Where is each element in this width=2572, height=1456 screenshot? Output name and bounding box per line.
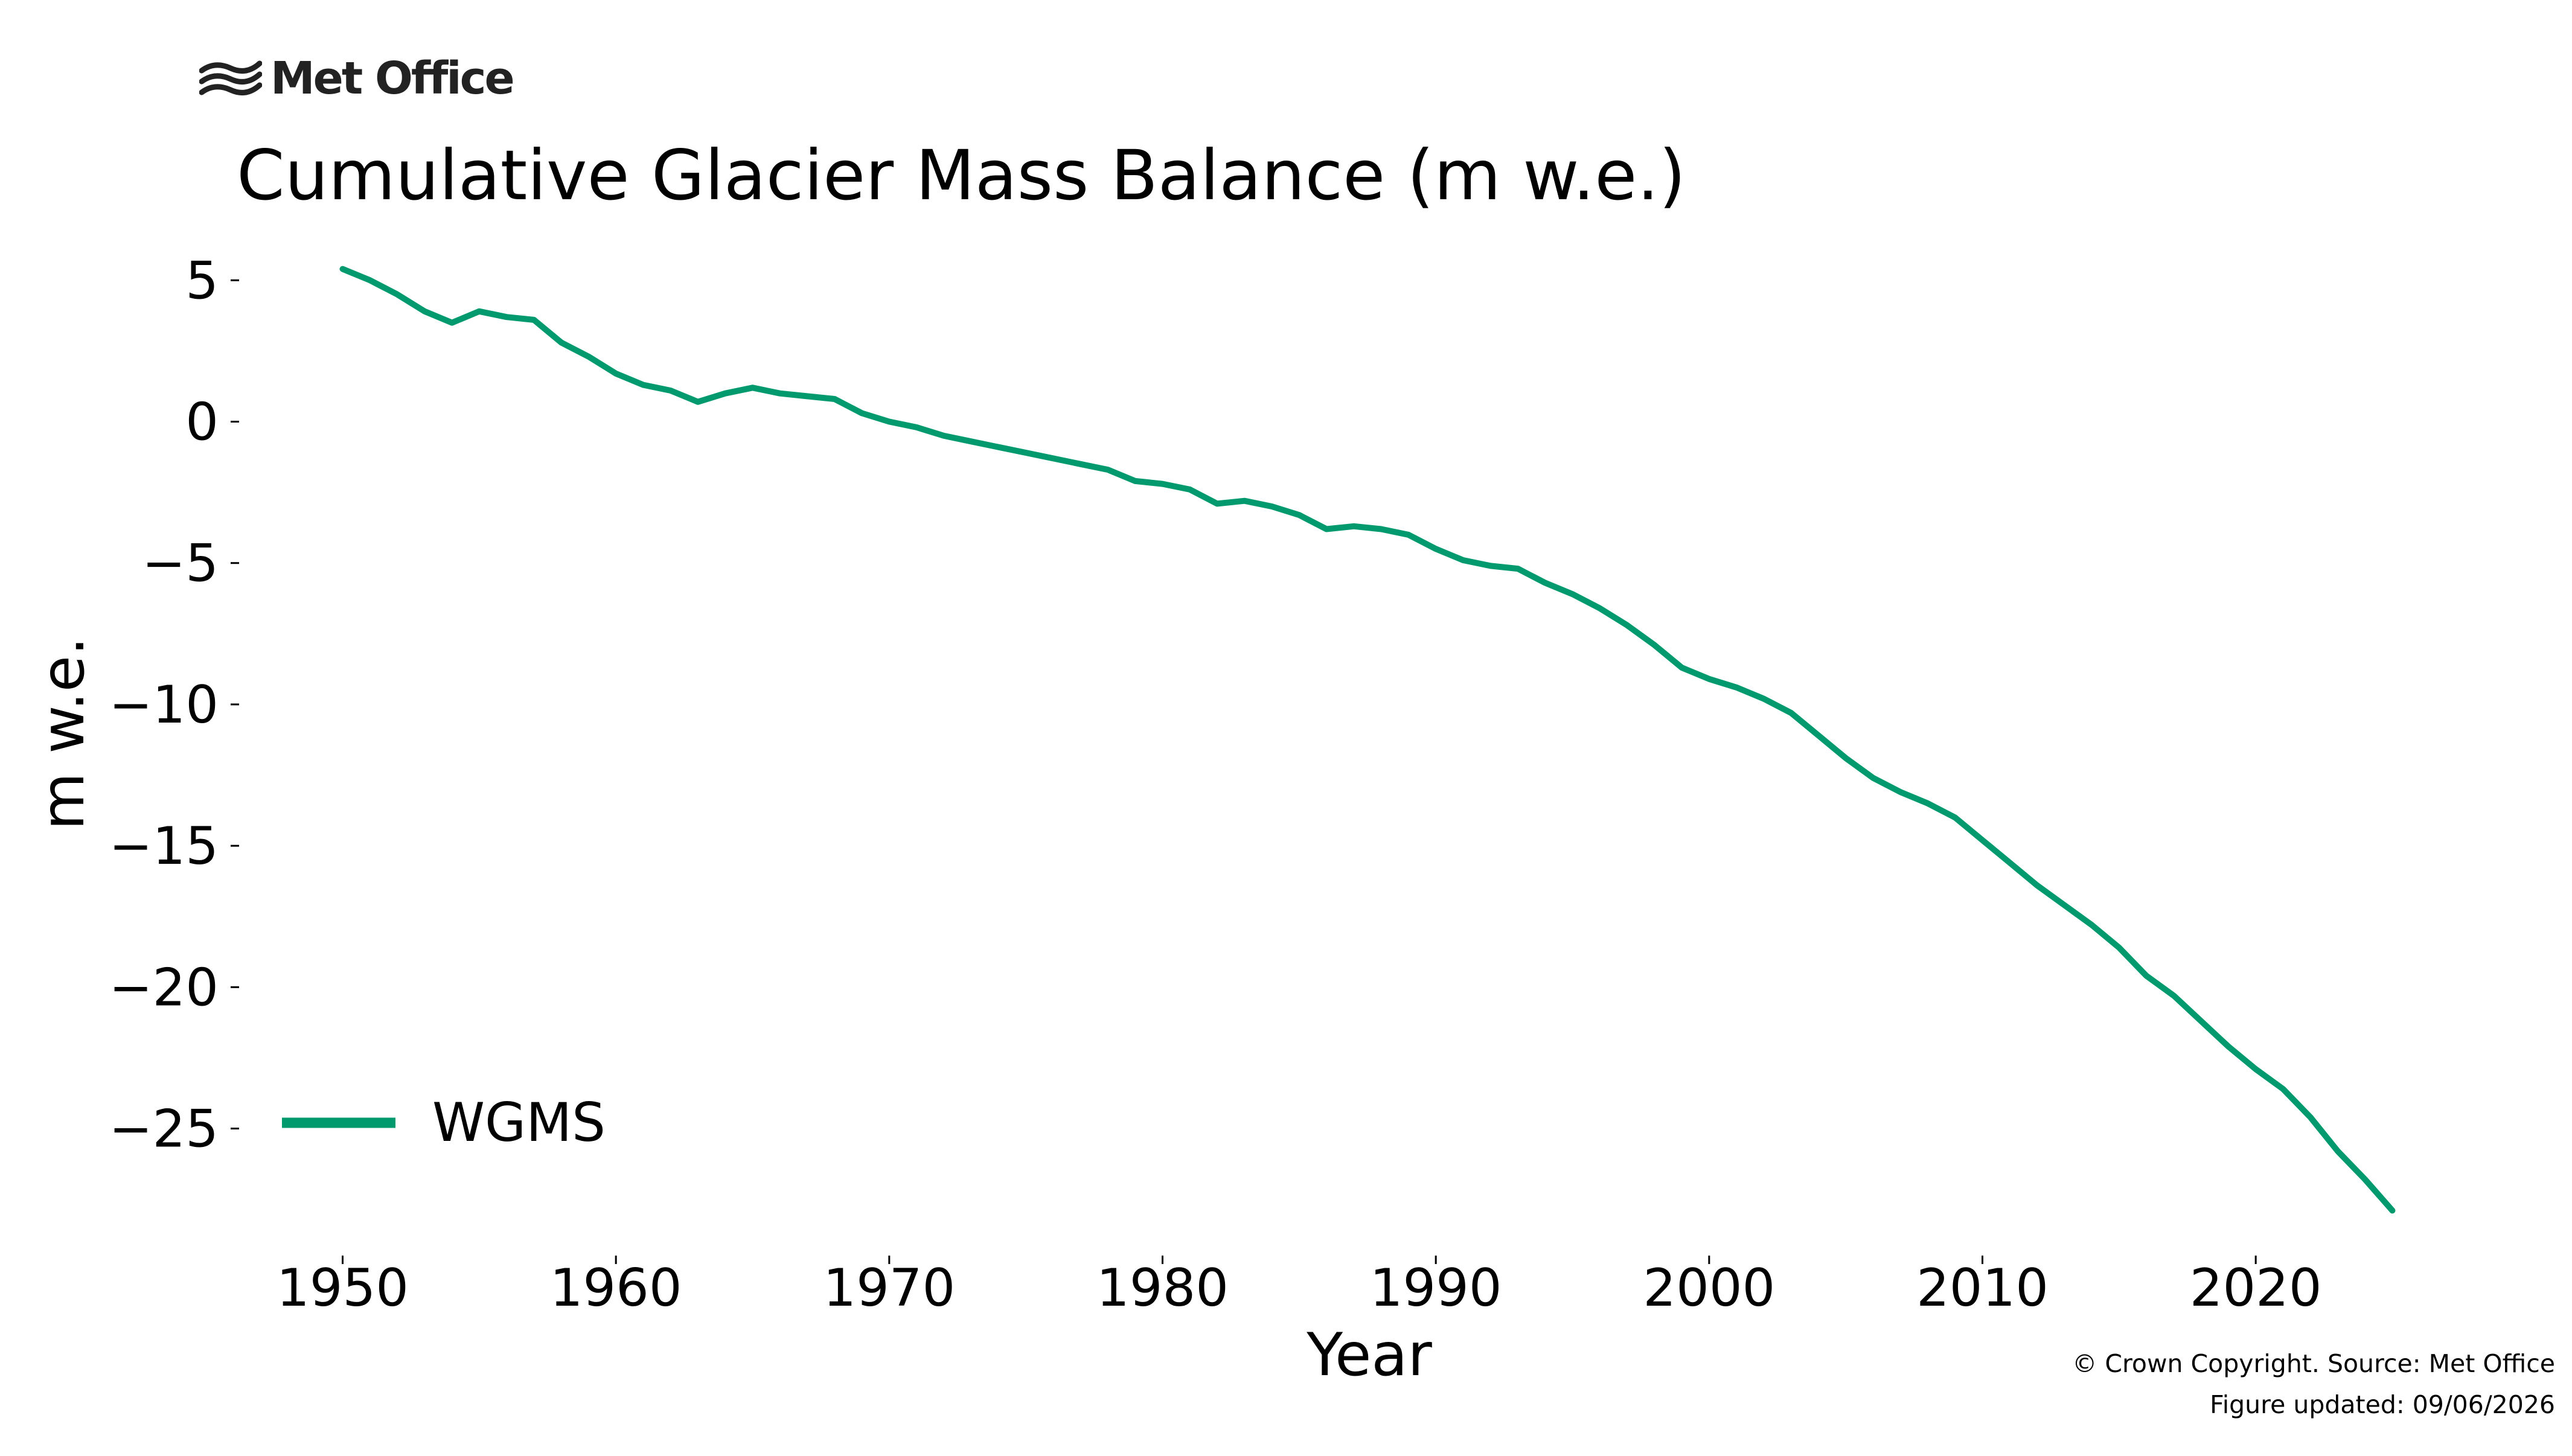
- y-tick-label: −15: [109, 816, 219, 876]
- x-tick-label: 1950: [277, 1258, 409, 1318]
- y-axis: 5 0 −5 −10 −15 −20 −25: [109, 251, 239, 1160]
- legend: WGMS: [282, 1091, 606, 1154]
- plot-area: [339, 266, 2396, 1214]
- copyright-note: © Crown Copyright. Source: Met Office: [2072, 1349, 2555, 1378]
- y-tick-label: 5: [185, 251, 219, 311]
- x-tick-label: 1960: [550, 1258, 682, 1318]
- met-office-logo: Met Office: [199, 48, 515, 109]
- x-axis: 1950 1960 1970 1980 1990 2000 2010 2020: [277, 1256, 2322, 1318]
- figure-updated-note: Figure updated: 09/06/2026: [2210, 1390, 2555, 1419]
- x-axis-label: Year: [1306, 1321, 1432, 1390]
- x-tick-label: 2000: [1643, 1258, 1775, 1318]
- series-line-wgms: [339, 266, 2396, 1214]
- y-tick-label: −20: [109, 957, 219, 1018]
- x-tick-label: 2020: [2190, 1258, 2322, 1318]
- x-tick-label: 2010: [1916, 1258, 2049, 1318]
- met-office-waves-icon: [199, 60, 262, 95]
- y-tick-label: 0: [185, 392, 219, 453]
- x-tick-label: 1980: [1096, 1258, 1229, 1318]
- x-tick-label: 1990: [1370, 1258, 1502, 1318]
- y-tick-label: −5: [142, 534, 219, 594]
- y-tick-label: −25: [109, 1099, 219, 1160]
- y-tick-label: −10: [109, 675, 219, 735]
- x-tick-label: 1970: [823, 1258, 955, 1318]
- logo-wordmark: Met Office: [270, 53, 515, 104]
- y-axis-label: m w.e.: [29, 637, 98, 830]
- chart-title: Cumulative Glacier Mass Balance (m w.e.): [237, 135, 1686, 216]
- legend-label-wgms: WGMS: [432, 1091, 606, 1154]
